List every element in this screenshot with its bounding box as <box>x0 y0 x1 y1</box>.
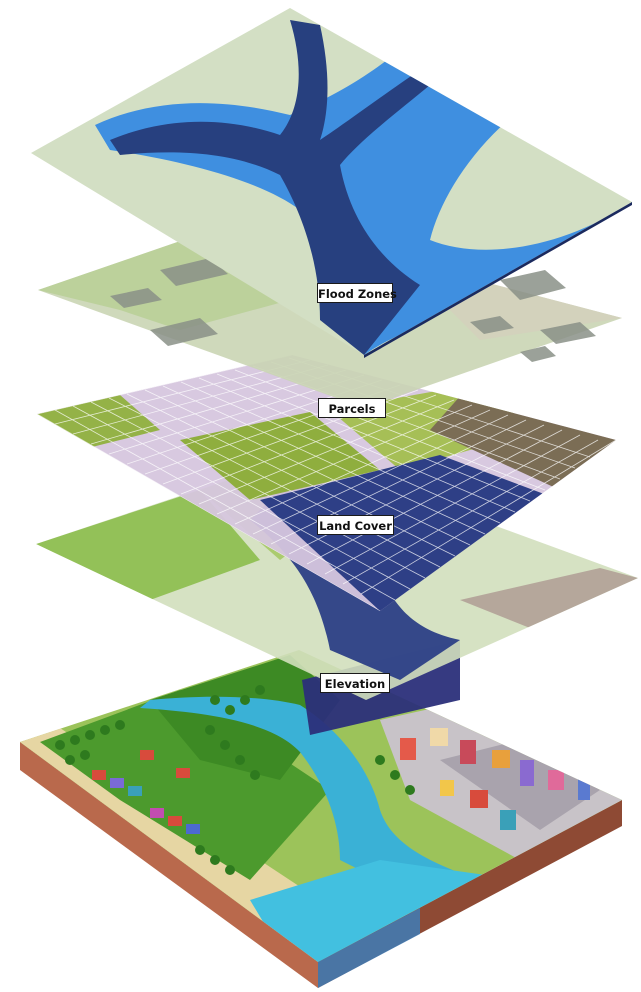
land-cover-label: Land Cover <box>317 515 394 535</box>
forest-trees <box>55 685 415 875</box>
elevation-label: Elevation <box>320 673 390 693</box>
flood-zones-edge <box>364 202 632 358</box>
terrain-left-side <box>20 742 318 988</box>
flood-zones-label: Flood Zones <box>317 283 397 303</box>
parcels-label: Parcels <box>318 398 386 418</box>
land-cover-layer <box>37 355 616 611</box>
village-houses <box>92 750 200 834</box>
parcel-blocks <box>110 258 596 362</box>
